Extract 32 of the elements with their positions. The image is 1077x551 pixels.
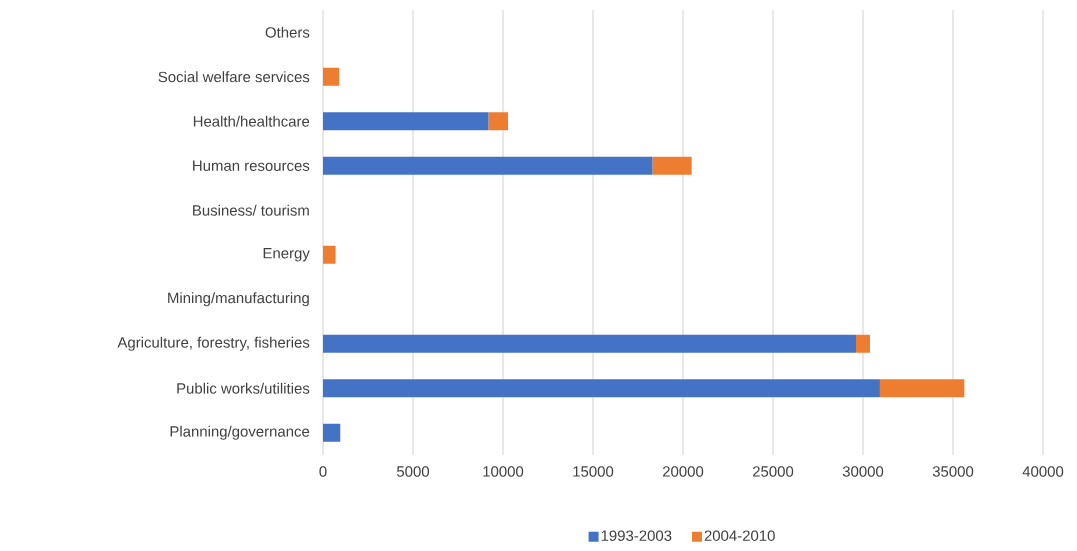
bar bbox=[323, 245, 336, 264]
y-tick-label: Agriculture, forestry, fisheries bbox=[117, 336, 310, 351]
legend-label: 2004-2010 bbox=[704, 530, 775, 541]
bar bbox=[323, 156, 653, 175]
bar bbox=[323, 334, 856, 353]
bar bbox=[323, 423, 341, 442]
x-tick-label: 25000 bbox=[752, 466, 794, 477]
bar bbox=[652, 156, 692, 175]
y-tick-label: Social welfare services bbox=[158, 71, 310, 83]
y-tick-label: Human resources bbox=[193, 160, 310, 171]
x-tick-label: 5000 bbox=[396, 466, 430, 477]
x-tick-label: 10000 bbox=[483, 466, 524, 477]
y-tick-label: Business/ tourism bbox=[193, 204, 309, 216]
bar bbox=[855, 334, 871, 353]
bar bbox=[323, 379, 880, 398]
y-tick-label: Planning/governance bbox=[170, 425, 310, 440]
x-tick-label: 40000 bbox=[1022, 466, 1064, 477]
y-tick-label: Energy bbox=[263, 248, 310, 262]
x-tick-label: 0 bbox=[319, 466, 327, 477]
x-tick-label: 15000 bbox=[573, 466, 614, 477]
y-tick-label: Public works/utilities bbox=[177, 382, 310, 394]
x-tick-label: 30000 bbox=[842, 466, 884, 477]
x-tick-label: 35000 bbox=[932, 466, 974, 477]
bar bbox=[323, 67, 340, 86]
bar bbox=[488, 112, 509, 131]
y-tick-label: Health/healthcare bbox=[193, 115, 310, 127]
bar bbox=[879, 379, 965, 398]
x-tick-label: 20000 bbox=[662, 466, 704, 477]
y-tick-label: Others bbox=[265, 26, 310, 38]
y-tick-label: Mining/manufacturing bbox=[168, 292, 309, 307]
legend-label: 1993-2003 bbox=[601, 530, 672, 541]
bar bbox=[323, 112, 489, 131]
